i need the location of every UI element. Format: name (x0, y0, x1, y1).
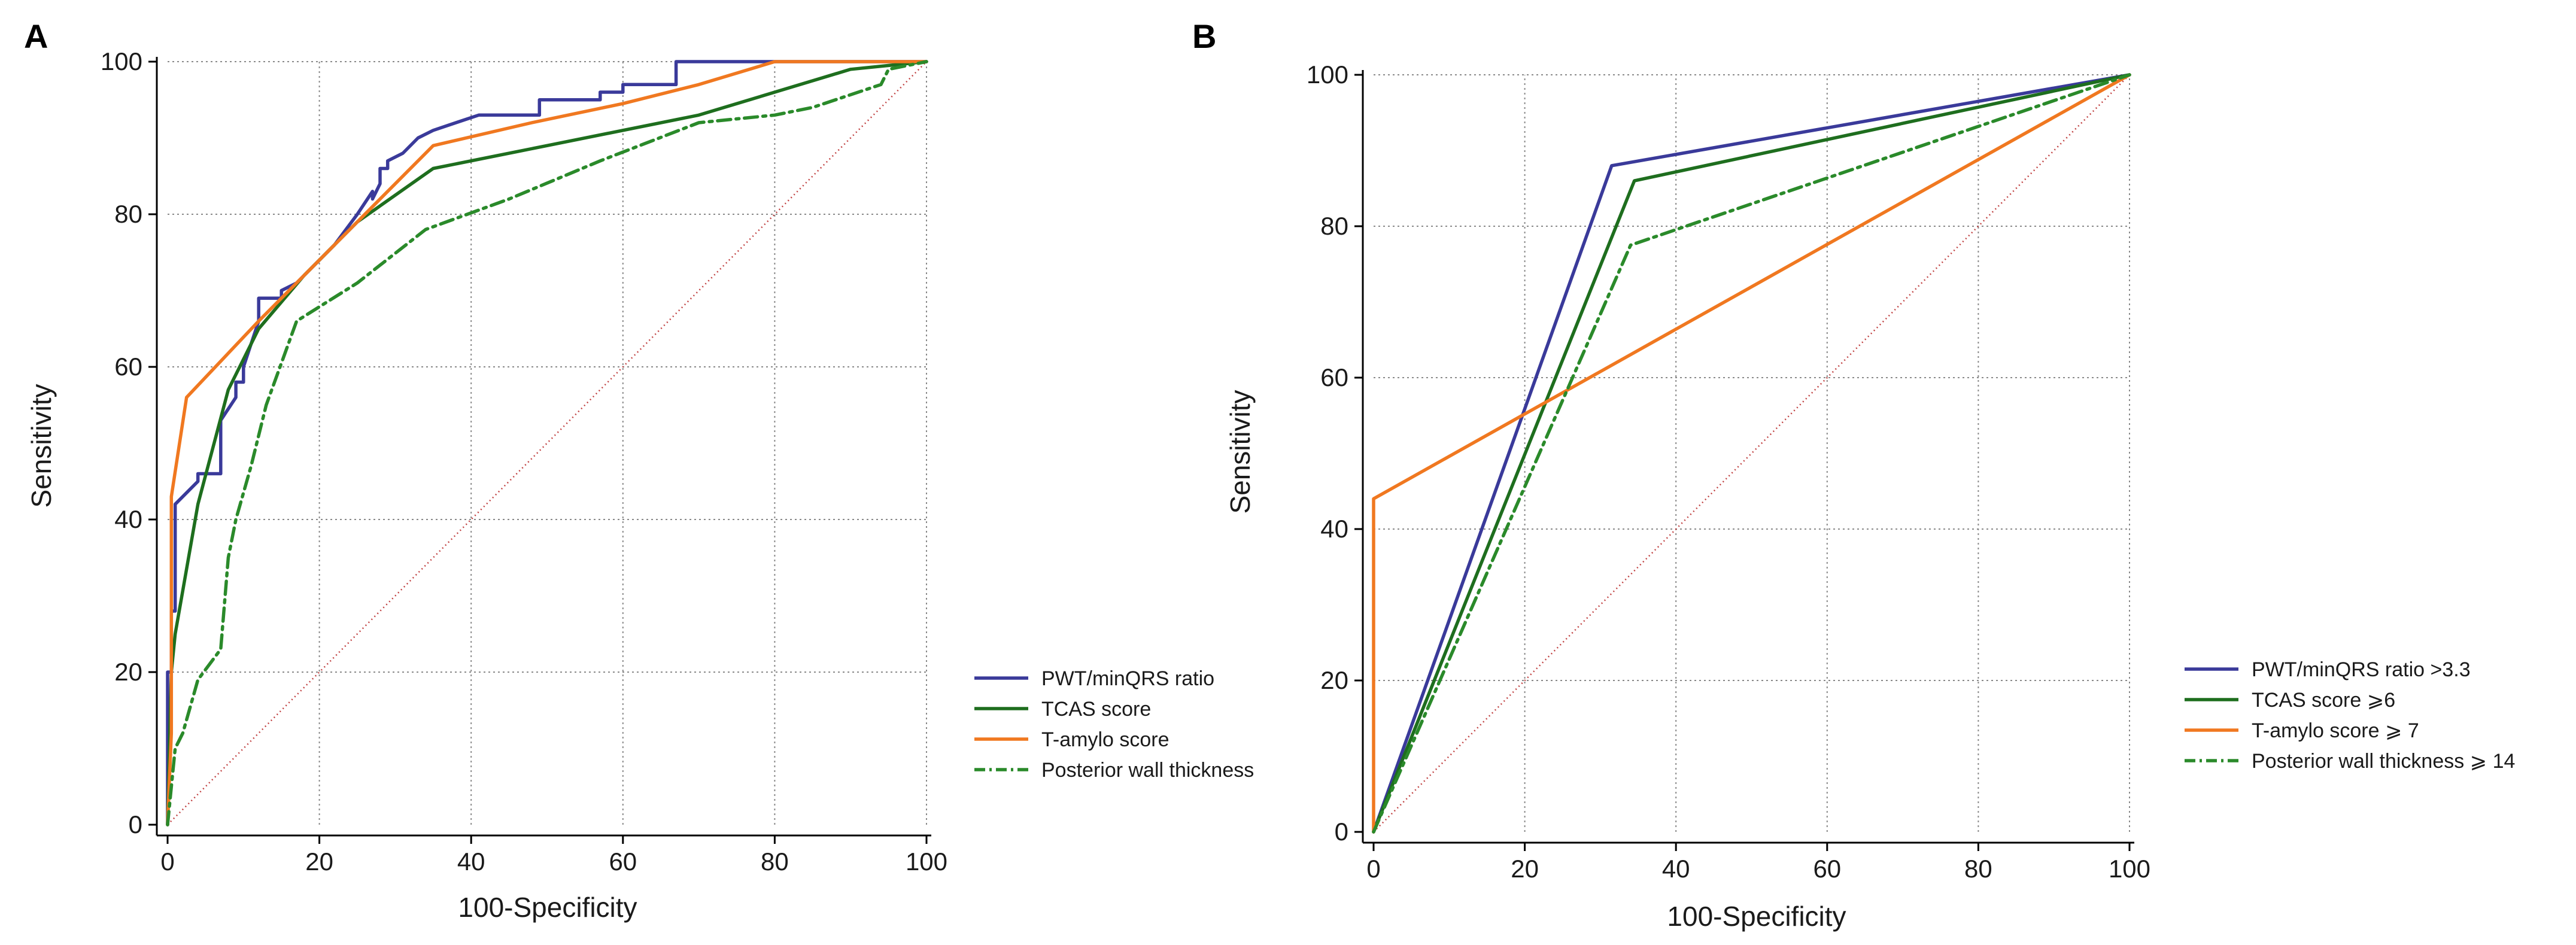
legend-label: PWT/minQRS ratio >3.3 (2252, 658, 2471, 681)
x-tick-label: 40 (457, 847, 485, 876)
legend-label: T-amylo score (1041, 728, 1169, 751)
y-tick-label: 80 (1320, 212, 1348, 240)
ticks-a: 0 20 40 60 80 100 0 20 40 60 80 100 (101, 47, 947, 876)
series-group-a (166, 60, 928, 827)
y-tick-label: 60 (114, 353, 142, 381)
x-axis-label-b: 100-Specificity (1667, 901, 1846, 932)
x-tick-label: 0 (160, 847, 174, 876)
panel-a: A 0 20 40 60 80 100 0 20 40 60 80 100 100-Specifici… (24, 17, 1254, 923)
y-axis-label-a: Sensitivity (26, 384, 57, 508)
y-tick-label: 0 (1335, 818, 1348, 846)
roc-curve-1 (1372, 73, 2131, 834)
axes-a (148, 57, 931, 844)
x-tick-label: 60 (1813, 855, 1841, 883)
roc-curve-3 (1372, 73, 2131, 834)
x-tick-label: 40 (1662, 855, 1690, 883)
roc-curve-0 (1372, 73, 2131, 834)
diagonal-reference-line (1373, 74, 2130, 832)
roc-curve-3 (166, 60, 928, 827)
legend-label: PWT/minQRS ratio (1041, 667, 1214, 690)
y-tick-label: 80 (114, 200, 142, 228)
grid-b (1374, 74, 2130, 832)
y-tick-label: 0 (129, 810, 142, 838)
diagonal-reference-line (167, 61, 927, 825)
roc-curve-2 (166, 60, 928, 827)
reference-line-b (1373, 74, 2130, 832)
roc-curve-2 (1372, 73, 2131, 834)
roc-curve-0 (166, 60, 928, 827)
x-tick-label: 0 (1366, 855, 1380, 883)
y-tick-label: 60 (1320, 363, 1348, 391)
reference-line-a (167, 61, 927, 825)
x-tick-label: 100 (2109, 855, 2150, 883)
y-tick-label: 100 (101, 47, 142, 75)
legend-label: Posterior wall thickness (1041, 759, 1254, 782)
legend-b: PWT/minQRS ratio >3.3 TCAS score ⩾6 T-amyl… (2185, 658, 2515, 773)
panel-label-a: A (24, 17, 48, 55)
legend-label: TCAS score (1041, 698, 1151, 721)
y-tick-label: 20 (1320, 666, 1348, 694)
legend-a: PWT/minQRS ratio TCAS score T-amylo score P… (974, 667, 1254, 782)
legend-label: TCAS score ⩾6 (2252, 689, 2395, 712)
x-tick-label: 60 (609, 847, 637, 876)
y-tick-label: 40 (114, 505, 142, 533)
axes-b (1354, 70, 2134, 851)
x-tick-label: 20 (1511, 855, 1539, 883)
panel-b: B 0 20 40 60 80 100 0 20 40 60 80 100 100-Specifici… (1192, 17, 2515, 932)
legend-label: T-amylo score ⩾ 7 (2252, 719, 2419, 742)
x-tick-label: 20 (305, 847, 333, 876)
legend-label: Posterior wall thickness ⩾ 14 (2252, 750, 2515, 773)
y-tick-label: 100 (1307, 60, 1348, 89)
ticks-b: 0 20 40 60 80 100 0 20 40 60 80 100 (1307, 60, 2150, 883)
x-axis-label-a: 100-Specificity (458, 892, 637, 923)
x-tick-label: 100 (906, 847, 947, 876)
y-tick-label: 20 (114, 658, 142, 686)
x-tick-label: 80 (1964, 855, 1992, 883)
y-axis-label-b: Sensitivity (1225, 390, 1256, 513)
x-tick-label: 80 (761, 847, 789, 876)
panel-label-b: B (1192, 17, 1216, 55)
y-tick-label: 40 (1320, 515, 1348, 543)
series-group-b (1372, 73, 2131, 834)
